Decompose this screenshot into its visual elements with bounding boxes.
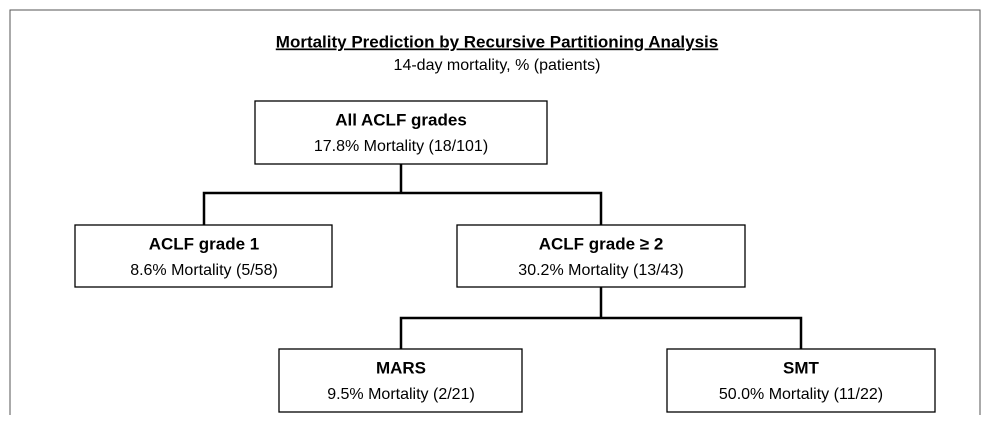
node-label: ACLF grade ≥ 2 xyxy=(539,234,664,253)
node-label: MARS xyxy=(376,358,426,377)
node: ACLF grade 1 8.6% Mortality (5/58) xyxy=(74,224,333,288)
node-detail: 30.2% Mortality (13/43) xyxy=(518,262,683,279)
frame xyxy=(9,9,981,415)
node-label: All ACLF grades xyxy=(335,110,467,129)
node: ACLF grade ≥ 2 30.2% Mortality (13/43) xyxy=(456,224,746,288)
node-detail: 8.6% Mortality (5/58) xyxy=(130,262,278,279)
connector xyxy=(399,287,803,349)
title: Mortality Prediction by Recursive Partit… xyxy=(276,32,718,51)
node-label: SMT xyxy=(783,358,820,377)
node-detail: 17.8% Mortality (18/101) xyxy=(314,138,488,155)
node: All ACLF grades 17.8% Mortality (18/101) xyxy=(254,100,548,165)
node-detail: 50.0% Mortality (11/22) xyxy=(719,386,883,403)
node: MARS 9.5% Mortality (2/21) xyxy=(278,348,523,413)
node-label: ACLF grade 1 xyxy=(149,234,260,253)
node: SMT 50.0% Mortality (11/22) xyxy=(666,348,936,413)
node-detail: 9.5% Mortality (2/21) xyxy=(327,386,475,403)
subtitle: 14-day mortality, % (patients) xyxy=(394,57,601,74)
connector xyxy=(202,164,603,225)
